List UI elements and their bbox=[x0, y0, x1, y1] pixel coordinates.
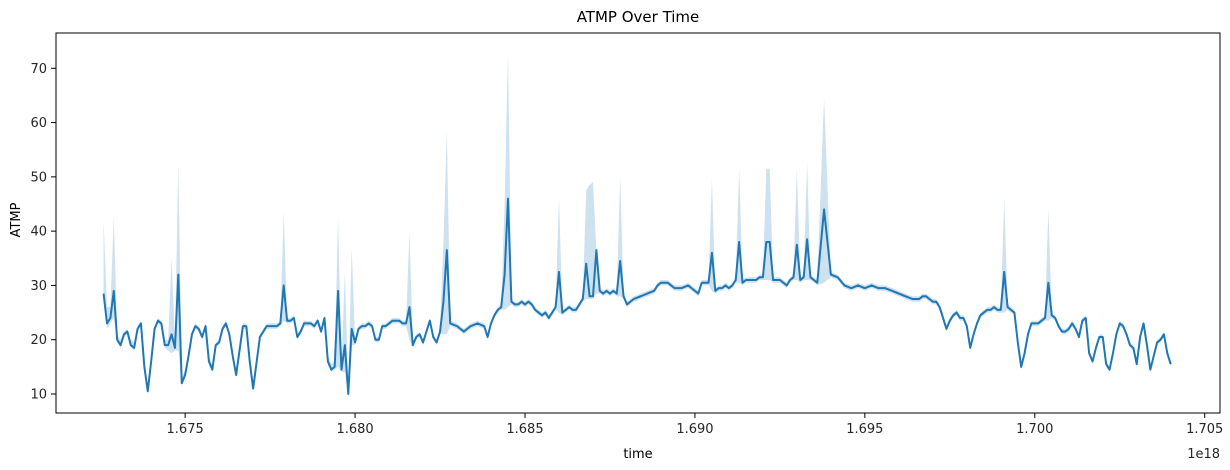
y-axis: 10 20 30 40 50 60 70 bbox=[30, 62, 56, 403]
x-tick-label: 1.680 bbox=[336, 422, 373, 437]
x-tick-label: 1.700 bbox=[1016, 422, 1053, 437]
y-tick-label: 70 bbox=[30, 62, 47, 77]
confidence-band bbox=[103, 52, 1171, 397]
y-tick-label: 10 bbox=[30, 388, 47, 403]
y-tick-label: 30 bbox=[30, 279, 47, 294]
plot-area bbox=[102, 52, 1172, 397]
x-tick-label: 1.685 bbox=[506, 422, 543, 437]
y-tick-label: 20 bbox=[30, 333, 47, 348]
x-tick-label: 1.705 bbox=[1186, 422, 1223, 437]
x-tick-label: 1.675 bbox=[167, 422, 204, 437]
y-tick-label: 60 bbox=[30, 116, 47, 131]
chart-title: ATMP Over Time bbox=[577, 8, 700, 26]
x-axis-offset-label: 1e18 bbox=[1187, 447, 1220, 462]
y-tick-label: 40 bbox=[30, 225, 47, 240]
x-tick-label: 1.690 bbox=[676, 422, 713, 437]
x-axis: 1.675 1.680 1.685 1.690 1.695 1.700 1.705 bbox=[167, 413, 1223, 437]
axes-frame bbox=[55, 32, 1221, 414]
plot-frame bbox=[55, 32, 1221, 414]
x-tick-label: 1.695 bbox=[846, 422, 883, 437]
series-line-atmp bbox=[102, 197, 1172, 395]
y-axis-label: ATMP bbox=[9, 202, 24, 237]
x-axis-label: time bbox=[623, 447, 652, 462]
y-tick-label: 50 bbox=[30, 170, 47, 185]
